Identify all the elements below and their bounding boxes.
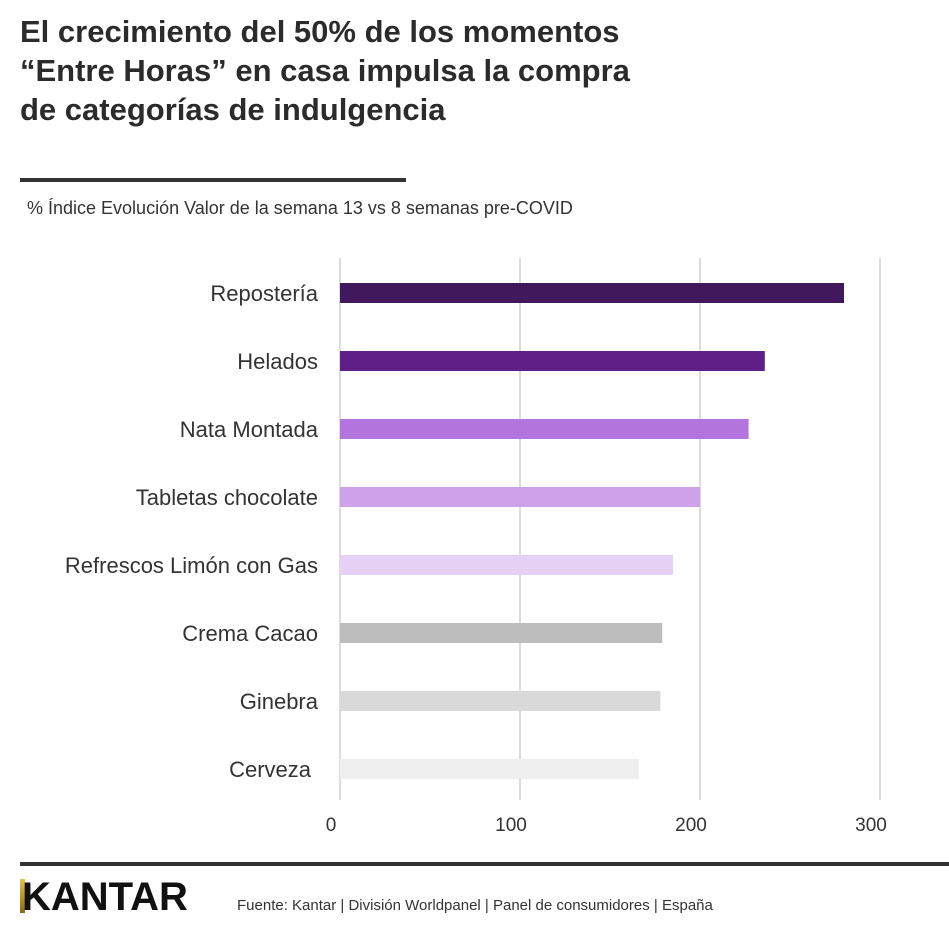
bar (340, 759, 639, 779)
title-line: de categorías de indulgencia (20, 92, 446, 127)
x-tick-label: 0 (326, 815, 337, 836)
title-line: “Entre Horas” en casa impulsa la compra (20, 53, 630, 88)
bar (340, 555, 673, 575)
logo-accent (20, 879, 25, 913)
chart-subtitle: % Índice Evolución Valor de la semana 13… (27, 198, 573, 218)
x-tick-label: 300 (855, 815, 887, 836)
x-tick-label: 200 (675, 815, 707, 836)
bar (340, 419, 749, 439)
category-label: Cerveza (229, 757, 312, 782)
bar (340, 283, 844, 303)
x-tick-label: 100 (495, 815, 527, 836)
category-label: Refrescos Limón con Gas (65, 553, 318, 578)
category-label: Tabletas chocolate (136, 485, 318, 510)
category-label: Crema Cacao (182, 621, 318, 646)
category-label: Helados (237, 349, 318, 374)
footer-divider (20, 862, 949, 866)
category-label: Nata Montada (180, 417, 319, 442)
bar (340, 691, 661, 711)
bar (340, 487, 700, 507)
category-label: Ginebra (240, 689, 319, 714)
title-line: El crecimiento del 50% de los momentos (20, 14, 620, 49)
bar-chart: 0 100 200 300 Repostería Helados Nata Montada T… (65, 258, 887, 836)
chart-title: El crecimiento del 50% de los momentos “… (20, 12, 720, 129)
bar (340, 351, 765, 371)
category-label: Repostería (210, 281, 318, 306)
source-note: Fuente: Kantar | División Worldpanel | P… (237, 897, 713, 914)
title-divider (20, 178, 406, 182)
bar (340, 623, 663, 643)
logo-text: KANTAR (22, 875, 188, 919)
